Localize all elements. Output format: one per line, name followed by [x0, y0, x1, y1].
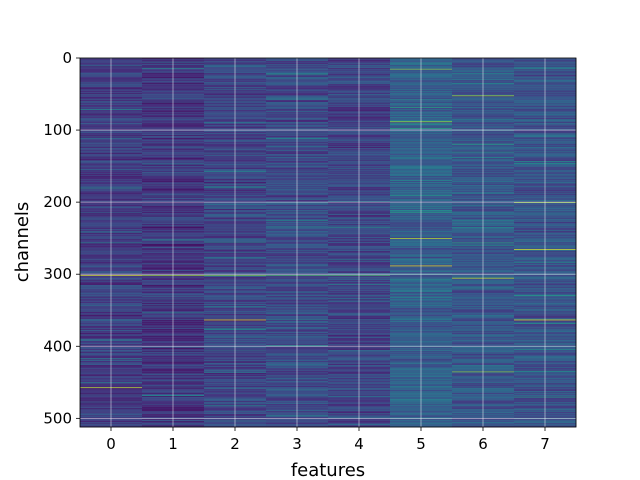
y-axis-ticks: 0 100 200 300 400 500 — [43, 49, 80, 427]
y-tick-label: 200 — [43, 193, 72, 211]
y-axis-label: channels — [12, 202, 33, 283]
x-tick-label: 7 — [540, 435, 550, 453]
y-tick-label: 400 — [43, 337, 72, 355]
x-tick-label: 3 — [292, 435, 302, 453]
y-tick-label: 300 — [43, 265, 72, 283]
y-tick-label: 0 — [62, 49, 72, 67]
x-tick-label: 1 — [168, 435, 178, 453]
x-tick-label: 0 — [106, 435, 116, 453]
x-tick-label: 5 — [416, 435, 426, 453]
x-axis-label: features — [291, 460, 365, 480]
plot-frame — [79, 57, 577, 428]
y-tick-label: 500 — [43, 409, 72, 427]
x-axis-ticks: 0 1 2 3 4 5 6 7 — [106, 427, 550, 453]
x-tick-label: 2 — [230, 435, 240, 453]
x-tick-label: 4 — [354, 435, 364, 453]
heatmap-cells — [80, 58, 577, 428]
y-tick-label: 100 — [43, 121, 72, 139]
x-tick-label: 6 — [478, 435, 488, 453]
grid-lines — [80, 57, 576, 427]
